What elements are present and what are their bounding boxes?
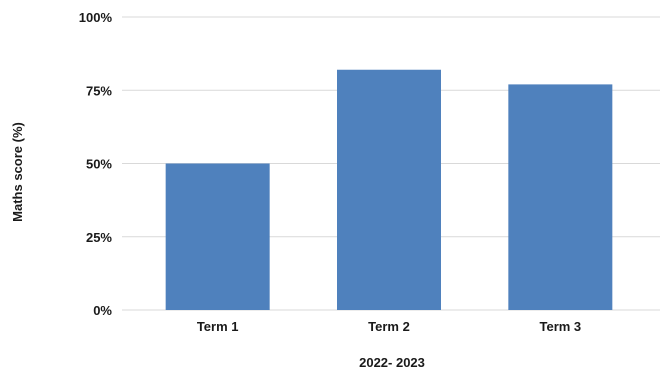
y-tick-label: 50%	[86, 157, 112, 172]
x-axis-title: 2022- 2023	[359, 355, 425, 370]
x-tick-label: Term 2	[368, 319, 410, 334]
y-tick-label: 25%	[86, 230, 112, 245]
y-tick-label: 75%	[86, 83, 112, 98]
y-axis-ticks: 0% 25% 50% 75% 100%	[79, 10, 113, 318]
y-tick-label: 0%	[93, 303, 112, 318]
x-tick-label: Term 1	[197, 319, 239, 334]
bar-term-1	[165, 163, 270, 310]
y-axis-title: Maths score (%)	[10, 122, 25, 222]
bar-term-3	[508, 84, 613, 310]
x-tick-label: Term 3	[539, 319, 581, 334]
x-axis-ticks: Term 1 Term 2 Term 3	[197, 319, 581, 334]
bars	[165, 69, 613, 311]
bar-term-2	[337, 69, 441, 311]
y-tick-label: 100%	[79, 10, 113, 25]
